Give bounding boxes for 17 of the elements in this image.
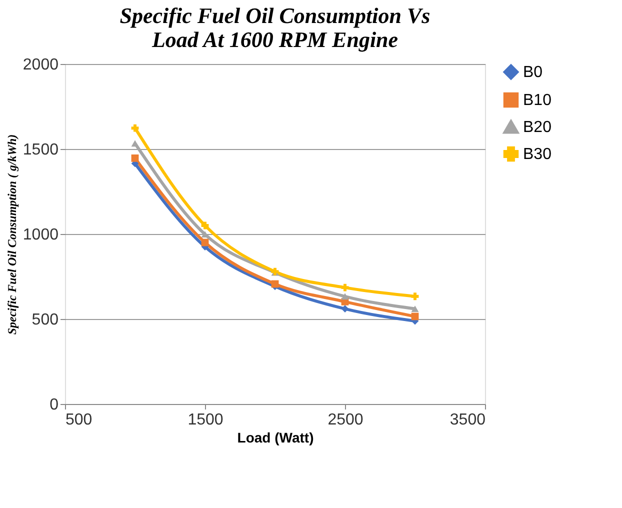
x-tick-label: 3500 (450, 412, 486, 428)
text: Load At 1600 RPM Engine (152, 27, 398, 52)
y-tick-label: 2000 (22, 56, 59, 74)
legend-label: B20 (523, 119, 552, 136)
legend-label: B0 (523, 64, 543, 81)
x-axis-title: Load (Watt) (237, 430, 314, 446)
x-tick-label: 500 (66, 412, 92, 428)
legend-label: B30 (523, 146, 552, 163)
y-axis-title: Specific Fuel Oil Consumption ( g/kWh) (4, 134, 19, 335)
y-tick-label: 1000 (22, 226, 59, 244)
legend-label: B10 (523, 92, 552, 109)
text: Specific Fuel Oil Consumption Vs (120, 3, 430, 28)
y-tick-label: 1500 (22, 142, 59, 158)
x-tick-label: 2500 (328, 412, 364, 428)
y-tick-label: 0 (50, 396, 59, 414)
x-tick-label: 1500 (188, 412, 224, 428)
y-tick-label: 500 (32, 312, 59, 328)
